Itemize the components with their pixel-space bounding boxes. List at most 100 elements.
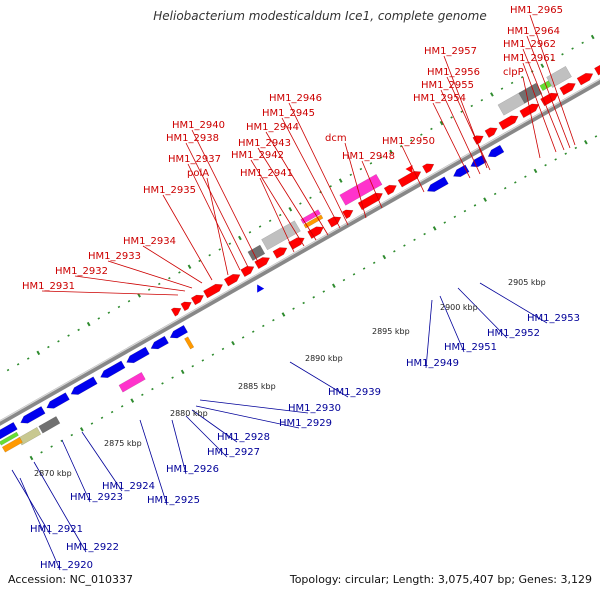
scale-label: 2890 kbp — [305, 354, 343, 363]
forward-gene-label: HM1_2937 — [168, 154, 221, 165]
reverse-gene-label: HM1_2925 — [147, 495, 200, 506]
reverse-gene — [100, 360, 126, 378]
scale-label: 2880 kbp — [170, 409, 208, 418]
forward-gene-label: HM1_2950 — [382, 136, 435, 147]
reverse-leader-line — [171, 419, 187, 475]
scale-label: 2875 kbp — [104, 439, 142, 448]
forward-gene-label: HM1_2943 — [238, 138, 291, 149]
forward-leader-line — [446, 76, 491, 171]
tick-row-outer — [309, 196, 312, 199]
tick-row-outer — [86, 321, 91, 327]
reverse-gene — [150, 335, 169, 350]
reverse-gene-label: HM1_2920 — [40, 560, 93, 571]
tick-row-outer — [561, 53, 564, 56]
tick-row-outer — [178, 271, 181, 274]
forward-leader-line — [191, 129, 259, 263]
forward-gene-label: HM1_2945 — [262, 108, 315, 119]
tick-row-outer — [238, 235, 242, 241]
forward-leader-line — [250, 159, 305, 247]
forward-leader-line — [361, 160, 383, 209]
scale-label: 2895 kbp — [372, 327, 410, 336]
forward-gene-label: HM1_2964 — [507, 26, 560, 37]
tick-row-outer — [410, 139, 413, 142]
tick-row-inner — [564, 152, 567, 155]
tick-row-inner — [413, 238, 416, 242]
tick-row-inner — [403, 244, 406, 247]
reverse-leader-line — [439, 295, 465, 353]
forward-gene — [484, 127, 498, 138]
forward-gene-label: HM1_2942 — [231, 150, 284, 161]
tick-row-inner — [342, 278, 346, 282]
forward-gene-label: HM1_2954 — [413, 93, 466, 104]
backbone-highlight — [0, 78, 600, 422]
tick-row-inner — [251, 330, 255, 333]
reverse-leader-line — [199, 399, 309, 414]
reverse-leader-line — [11, 469, 51, 535]
scale-label: 2900 kbp — [440, 303, 478, 312]
tick-row-outer — [450, 116, 453, 119]
reverse-leader-line — [139, 419, 168, 506]
tick-row-inner — [544, 163, 547, 167]
scale-label: 2905 kbp — [508, 278, 546, 287]
tick-row-outer — [198, 259, 201, 263]
forward-gene-label: HM1_2935 — [143, 185, 196, 196]
tick-row-inner — [201, 359, 205, 362]
tick-row-outer — [430, 127, 433, 131]
reverse-gene-label: HM1_2930 — [288, 403, 341, 414]
tick-row-inner — [171, 376, 174, 379]
tick-row-outer — [369, 162, 373, 165]
reverse-leader-line — [479, 282, 548, 324]
tick-row-outer — [581, 41, 584, 44]
forward-gene — [422, 163, 435, 174]
tick-row-outer — [67, 334, 70, 337]
forward-gene — [357, 192, 383, 211]
dark-gray-feature — [518, 82, 543, 104]
reverse-gene-label: HM1_2953 — [527, 313, 580, 324]
forward-leader-line — [41, 290, 179, 296]
reverse-leader-line — [61, 439, 91, 503]
label-leader-lines — [11, 14, 576, 571]
tick-row-outer — [551, 58, 554, 62]
tick-row-inner — [524, 175, 527, 178]
tick-row-inner — [443, 221, 447, 224]
reverse-leader-line — [191, 409, 238, 443]
tick-row-inner — [100, 416, 104, 420]
reverse-leader-line — [33, 461, 87, 553]
map-title: Heliobacterium modesticaldum Ice1, compl… — [153, 9, 487, 23]
dark-gray-feature — [247, 244, 266, 261]
tick-row-outer — [470, 104, 474, 108]
tick-row-inner — [503, 186, 507, 190]
tick-row-outer — [218, 248, 222, 251]
tick-row-inner — [231, 340, 235, 346]
forward-gene — [594, 64, 600, 76]
forward-gene — [240, 266, 255, 278]
forward-gene-label: HM1_2938 — [166, 133, 219, 144]
forward-gene — [223, 273, 241, 287]
forward-gene-label: HM1_2931 — [22, 281, 75, 292]
tick-row-outer — [439, 120, 444, 126]
tick-row-outer — [248, 231, 252, 234]
reverse-gene-label: HM1_2926 — [166, 464, 219, 475]
tick-row-outer — [420, 133, 423, 136]
tick-row-inner — [60, 439, 63, 442]
reverse-gene-label: HM1_2922 — [66, 542, 119, 553]
tick-row-outer — [319, 190, 322, 194]
tick-row-inner — [50, 445, 53, 448]
tick-row-inner — [382, 254, 387, 260]
green-feature — [0, 431, 19, 446]
tick-row-inner — [110, 410, 114, 414]
forward-gene — [272, 247, 288, 259]
tick-row-inner — [40, 451, 43, 454]
tick-row-outer — [299, 202, 302, 205]
forward-leader-line — [526, 35, 571, 149]
tick-row-outer — [77, 328, 80, 332]
forward-leader-line — [288, 102, 349, 226]
forward-gene — [327, 216, 342, 228]
tick-row-inner — [130, 398, 135, 403]
forward-gene — [576, 72, 594, 86]
gene-labels: HM1_2965 HM1_2964 HM1_2962 HM1_2961 clpP HM1_… — [22, 5, 580, 571]
forward-gene — [254, 257, 271, 270]
forward-leader-line — [257, 147, 317, 241]
reverse-marker — [257, 284, 265, 293]
